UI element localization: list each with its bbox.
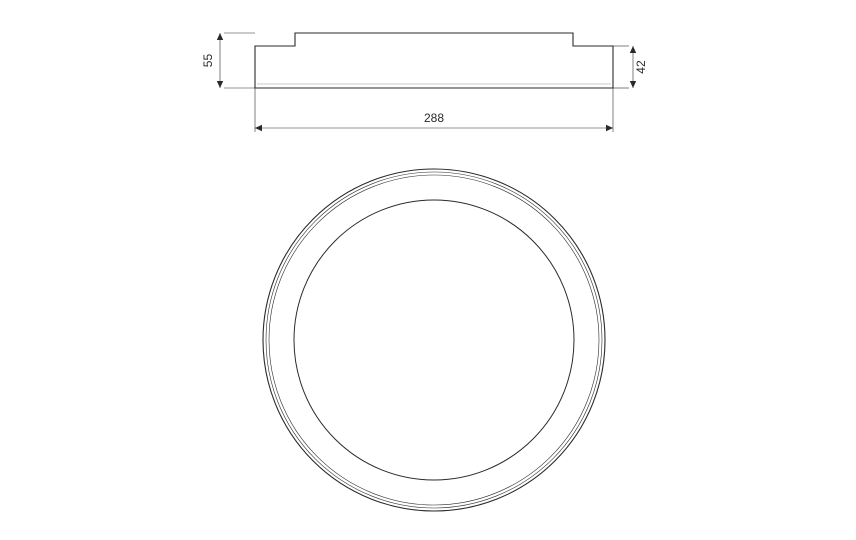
front-view-ring (263, 169, 605, 511)
dim-label-288: 288 (424, 111, 444, 125)
arrowhead (606, 125, 613, 131)
arrowhead (255, 125, 262, 131)
arrowhead (217, 33, 223, 40)
arrowhead (217, 81, 223, 88)
dim-label-42: 42 (634, 60, 648, 74)
arrowhead (630, 46, 636, 53)
front-view-ring (266, 172, 602, 508)
front-view-ring (269, 175, 599, 505)
technical-drawing: 55 42 288 (0, 0, 856, 540)
dim-label-55: 55 (201, 54, 215, 68)
front-view-ring (294, 200, 574, 480)
side-view-outline (255, 33, 613, 88)
arrowhead (630, 81, 636, 88)
